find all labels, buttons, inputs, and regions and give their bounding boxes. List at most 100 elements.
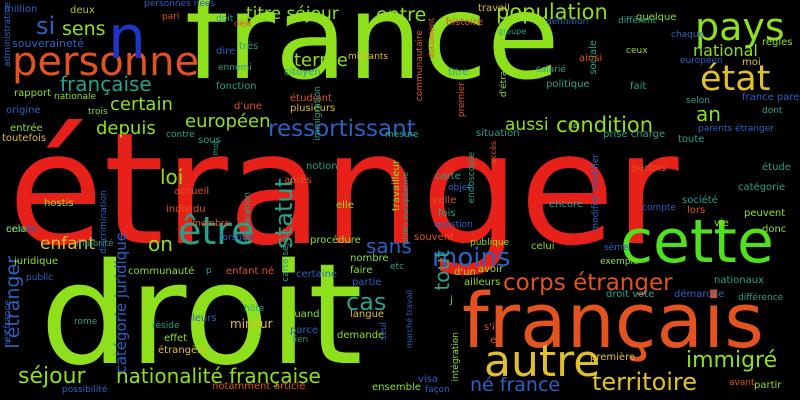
word-langue: langue (350, 309, 385, 320)
word-autre: autre (484, 336, 601, 387)
word-majorite: majorité (76, 239, 114, 249)
word-personne: personne (12, 39, 200, 85)
word-certain: certain (110, 94, 173, 115)
word-communaute: communauté (128, 266, 195, 277)
word-hote: hôte (244, 304, 265, 314)
word-premier: premier (457, 82, 467, 118)
word-seme: sème (604, 243, 629, 253)
word-contre: contre (166, 130, 195, 140)
word-avoir: avoir (478, 264, 504, 275)
word-ex: ex (490, 335, 502, 346)
word-situation: situation (476, 128, 520, 139)
word-million: million (4, 4, 38, 15)
word-toute: toute (678, 134, 705, 145)
word-toutefois: toutefois (2, 133, 47, 144)
word-membre: membre (192, 219, 230, 229)
word-on: on (148, 232, 173, 256)
word-souvent: souvent (414, 232, 454, 243)
word-annee: année (6, 224, 38, 235)
word-fois: fois (438, 208, 456, 219)
word-nombre: nombre (350, 253, 389, 264)
word-ensemble: ensemble (372, 382, 421, 393)
word-individu: individu (166, 204, 206, 215)
word-ne-france: né france (470, 374, 561, 396)
word-lien: lien (292, 335, 309, 345)
word-rome: rome (74, 317, 98, 327)
word-salarie: salarié (536, 65, 566, 75)
word-discrimination: discrimination (99, 190, 109, 254)
word-rapport: rapport (14, 88, 52, 99)
word-accueil: accueil (174, 186, 210, 197)
word-ainsi: ainsi (579, 53, 603, 64)
word-droit: droit (40, 234, 363, 397)
word-communautaire: communautaire (415, 30, 425, 102)
word-etude: étude (762, 162, 791, 173)
word-sans: sans (366, 234, 412, 258)
word-corps-etranger: corps étranger (503, 270, 673, 296)
word-etre: être (178, 209, 255, 253)
word-plusieurs: plusieurs (290, 103, 336, 114)
word-reside: réside (152, 321, 180, 331)
word-endoscopie: endoscopie (467, 152, 477, 204)
word-national: national (693, 41, 758, 60)
word-elle: elle (336, 200, 354, 211)
word-nationalite-francaise: nationalité française (116, 364, 321, 388)
word-territoire: territoire (592, 368, 698, 396)
word-notamment: notamment (212, 381, 271, 392)
word-groupe: groupe (498, 27, 527, 36)
word-publique: publique (470, 238, 510, 248)
word-partir: partir (754, 380, 782, 391)
word-carte: carte (435, 171, 461, 182)
word-d-une: d'une (234, 101, 262, 112)
word-donc: donc (762, 224, 787, 235)
word-mesure: mesure (385, 130, 419, 140)
word-n: n (108, 3, 147, 73)
word-document: document (427, 18, 436, 59)
word-moi: moi (742, 57, 761, 68)
word-deja: déjà (234, 19, 252, 28)
word-vie: vie (714, 218, 729, 229)
word-prise-charge: prise charge (603, 129, 666, 140)
word-france: france (185, 0, 560, 106)
word-terme: terme (294, 50, 348, 71)
word-europeen: européen (185, 111, 271, 132)
word-compte: compte (642, 203, 677, 213)
word-francaise: française (60, 72, 152, 96)
word-lors: lors (687, 205, 706, 216)
word-partie: partie (352, 277, 382, 288)
word-categorie: catégorie (738, 182, 786, 193)
word-d-etranger: d'étranger (499, 50, 509, 98)
word-avant: avant (729, 378, 755, 388)
word-etrangere: étrangère (158, 345, 208, 356)
word-parce: parce (290, 325, 319, 336)
word-entre: entre (376, 4, 427, 26)
word-apres: après (284, 175, 312, 186)
word-immigration: immigration (313, 86, 323, 141)
word-deux: deux (70, 5, 95, 16)
word-parfois: parfois (632, 163, 667, 174)
word-juridique: juridique (14, 256, 58, 267)
word-an: an (696, 102, 721, 126)
word-population: population (496, 0, 608, 24)
word-celui: celui (531, 241, 555, 252)
word-quand: quand (288, 309, 320, 320)
word-etat: état (700, 59, 771, 99)
word-ressortissant: ressortissant (268, 116, 416, 142)
word-mineur: mineur (230, 317, 273, 331)
word-carte-sejour: carte séjour (281, 228, 291, 282)
word-question: question (434, 220, 473, 230)
word-certaine: certaine (296, 269, 338, 280)
word-pari: pari (162, 12, 180, 22)
word-depuis: depuis (96, 118, 156, 139)
word-aussi: aussi (505, 115, 549, 135)
word-effet: effet (164, 333, 188, 344)
word-cette: cette (620, 207, 774, 277)
word-acces: accès (489, 141, 498, 164)
word-migrants: migrants (348, 52, 389, 62)
word-sejour: séjour (18, 364, 86, 389)
word-declaration: déclaration (243, 192, 253, 243)
word-integration: intégration (451, 332, 461, 382)
word-article: article (274, 381, 306, 392)
word-fait: fait (630, 81, 647, 92)
word-tres: très (239, 41, 259, 52)
